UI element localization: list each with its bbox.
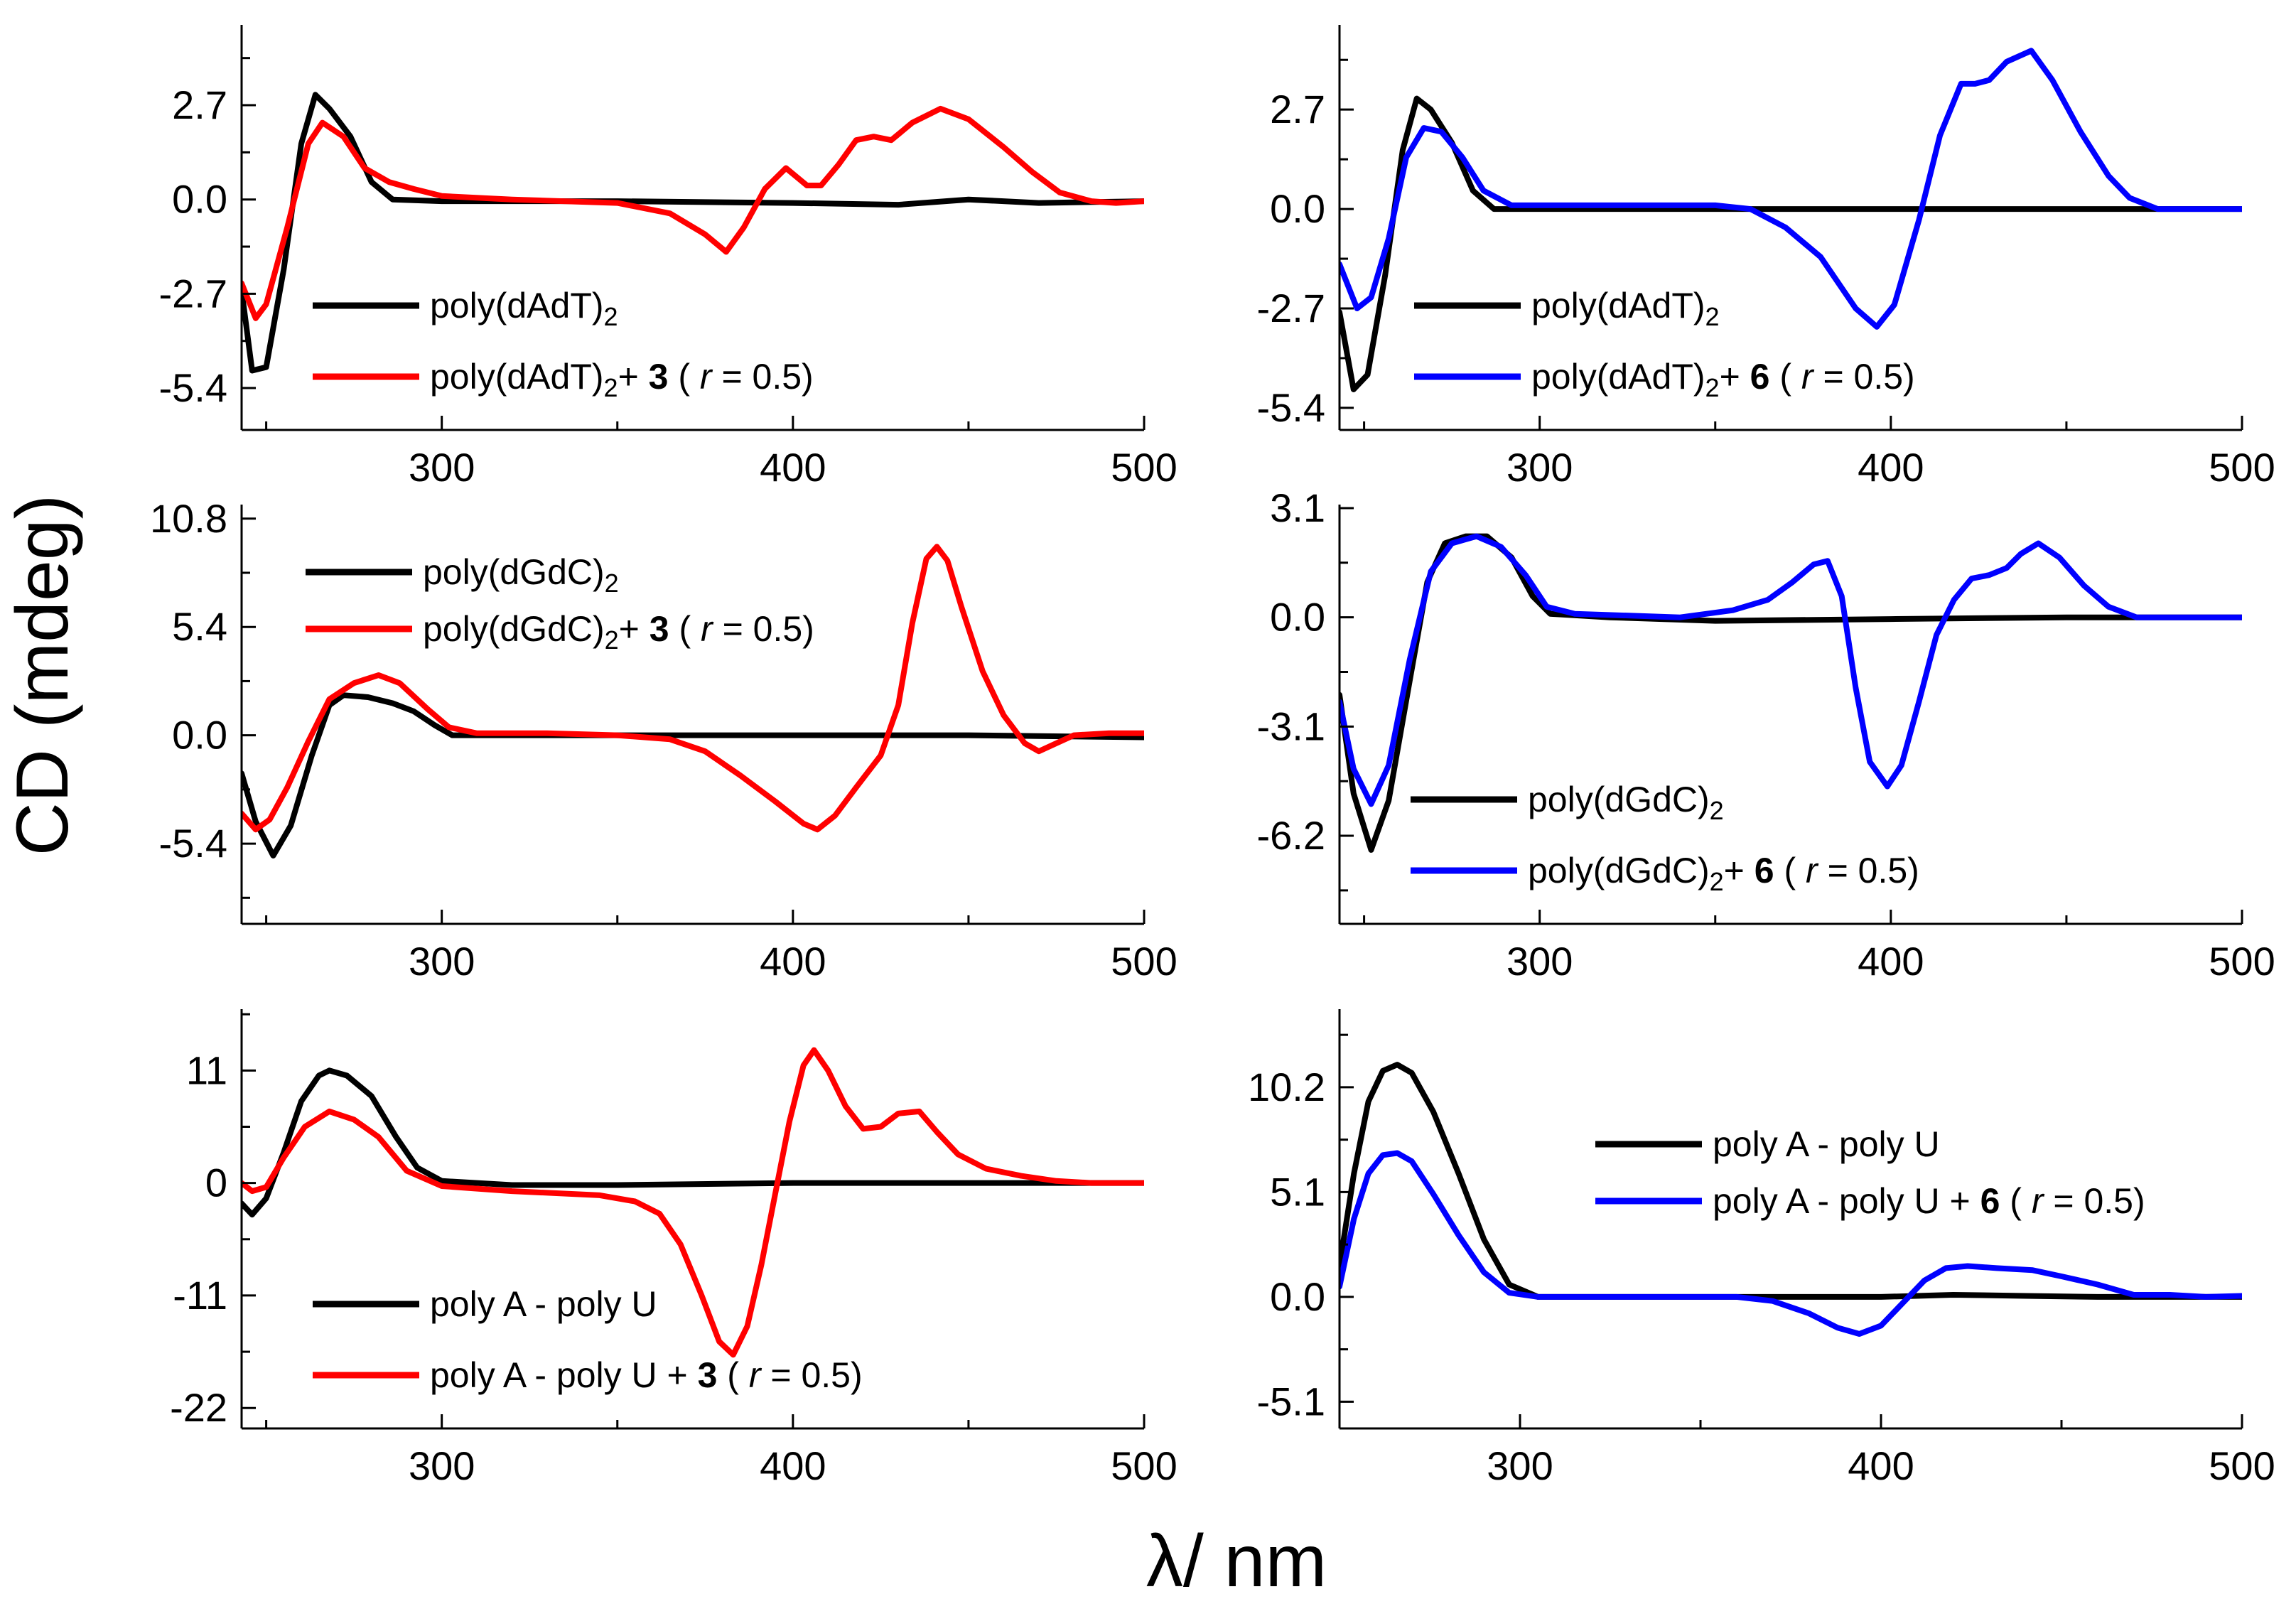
y-tick-label: 2.7	[1270, 87, 1325, 131]
series-line-complex	[242, 105, 1144, 321]
y-axis-title: CD (mdeg)	[1, 495, 84, 856]
legend-label: poly(dAdT)2+ 3 ( r = 0.5)	[430, 357, 814, 402]
y-tick-label: -6.2	[1257, 813, 1326, 858]
series-line-reference	[242, 92, 1144, 374]
series-line-reference	[1340, 1062, 2242, 1300]
panel-top-left: 300 400 5002.70.0-2.7-5.4poly(dAdT)2poly(d…	[159, 25, 1177, 490]
series-line-complex	[242, 544, 1144, 833]
y-tick-label: 0.0	[1270, 595, 1325, 640]
legend-label: poly A - poly U + 3 ( r = 0.5)	[430, 1355, 863, 1395]
x-tick-label: 400	[1848, 1443, 1914, 1488]
legend: poly A - poly U poly A - poly U + 6 ( r =…	[1595, 1124, 2145, 1221]
x-tick-label: 400	[760, 445, 826, 490]
y-tick-label: 0.0	[172, 177, 227, 222]
x-tick-label: 500	[2209, 939, 2275, 984]
x-tick-label: 500	[1111, 939, 1177, 984]
panel-top-right: 300 400 5002.70.0-2.7-5.4poly(dAdT)2poly(d…	[1257, 25, 2275, 490]
series-line-reference	[242, 1067, 1144, 1218]
series-line-complex	[1340, 1150, 2242, 1337]
y-tick-label: -5.4	[159, 821, 228, 866]
legend-label: poly(dGdC)2	[1528, 780, 1724, 825]
series-line-reference	[1340, 533, 2242, 853]
series-line-reference	[1340, 95, 2242, 392]
panel-middle-left: 300 400 50010.85.40.0-5.4poly(dGdC)2poly(d…	[150, 496, 1177, 984]
y-tick-label: 10.2	[1248, 1065, 1325, 1109]
series-line-complex	[242, 1047, 1144, 1358]
y-tick-label: -22	[170, 1385, 227, 1430]
y-tick-label: 0.0	[1270, 186, 1325, 231]
y-tick-label: -5.4	[1257, 385, 1326, 430]
series-line-complex	[1340, 48, 2242, 330]
legend-label: poly(dAdT)2	[430, 286, 618, 331]
x-tick-label: 500	[2209, 1443, 2275, 1488]
legend: poly(dAdT)2 poly(dAdT)2+ 3 ( r = 0.5)	[313, 286, 814, 402]
legend-label: poly(dAdT)2+ 6 ( r = 0.5)	[1531, 357, 1915, 402]
x-axis-title: λ/ nm	[1146, 1520, 1327, 1599]
x-tick-label: 400	[1858, 445, 1924, 490]
y-tick-label: 5.1	[1270, 1169, 1325, 1214]
y-tick-label: 0.0	[1270, 1274, 1325, 1319]
y-tick-label: 5.4	[172, 604, 227, 649]
legend-label: poly A - poly U + 6 ( r = 0.5)	[1713, 1181, 2145, 1221]
x-tick-label: 400	[1858, 939, 1924, 984]
y-tick-label: -5.1	[1257, 1379, 1326, 1423]
y-tick-label: 0	[205, 1161, 227, 1205]
x-tick-label: 300	[1507, 939, 1573, 984]
legend: poly A - poly U poly A - poly U + 3 ( r =…	[313, 1284, 863, 1395]
x-tick-label: 500	[1111, 1443, 1177, 1488]
y-tick-label: -2.7	[1257, 286, 1326, 330]
y-tick-label: 11	[186, 1048, 227, 1092]
legend-label: poly(dAdT)2	[1531, 286, 1720, 331]
x-tick-label: 500	[1111, 445, 1177, 490]
series-line-complex	[1340, 533, 2242, 807]
legend-label: poly A - poly U	[430, 1284, 657, 1324]
legend-label: poly(dGdC)2+ 3 ( r = 0.5)	[423, 609, 814, 655]
x-tick-label: 300	[409, 1443, 475, 1488]
panel-middle-right: 300 400 5003.10.0-3.1-6.2poly(dGdC)2poly(d…	[1257, 485, 2275, 984]
x-tick-label: 300	[1507, 445, 1573, 490]
x-tick-label: 400	[760, 1443, 826, 1488]
x-tick-label: 300	[1487, 1443, 1553, 1488]
legend: poly(dGdC)2 poly(dGdC)2+ 6 ( r = 0.5)	[1411, 780, 1919, 896]
y-tick-label: -5.4	[159, 365, 228, 410]
legend-label: poly(dGdC)2+ 6 ( r = 0.5)	[1528, 851, 1919, 896]
x-tick-label: 500	[2209, 445, 2275, 490]
legend: poly(dGdC)2 poly(dGdC)2+ 3 ( r = 0.5)	[306, 552, 814, 655]
y-tick-label: 10.8	[150, 496, 227, 541]
y-tick-label: -2.7	[159, 271, 228, 316]
y-tick-label: 3.1	[1270, 485, 1325, 530]
series-line-reference	[242, 692, 1144, 858]
x-tick-label: 300	[409, 939, 475, 984]
legend: poly(dAdT)2 poly(dAdT)2+ 6 ( r = 0.5)	[1414, 286, 1915, 402]
panels: 300 400 5002.70.0-2.7-5.4poly(dAdT)2poly(d…	[150, 25, 2275, 1488]
legend-label: poly A - poly U	[1713, 1124, 1940, 1164]
y-tick-label: -11	[173, 1273, 227, 1318]
x-tick-label: 300	[409, 445, 475, 490]
y-tick-label: -3.1	[1257, 704, 1326, 748]
legend-label: poly(dGdC)2	[423, 552, 619, 598]
y-tick-label: 0.0	[172, 713, 227, 758]
x-tick-label: 400	[760, 939, 826, 984]
y-tick-label: 2.7	[172, 82, 227, 127]
